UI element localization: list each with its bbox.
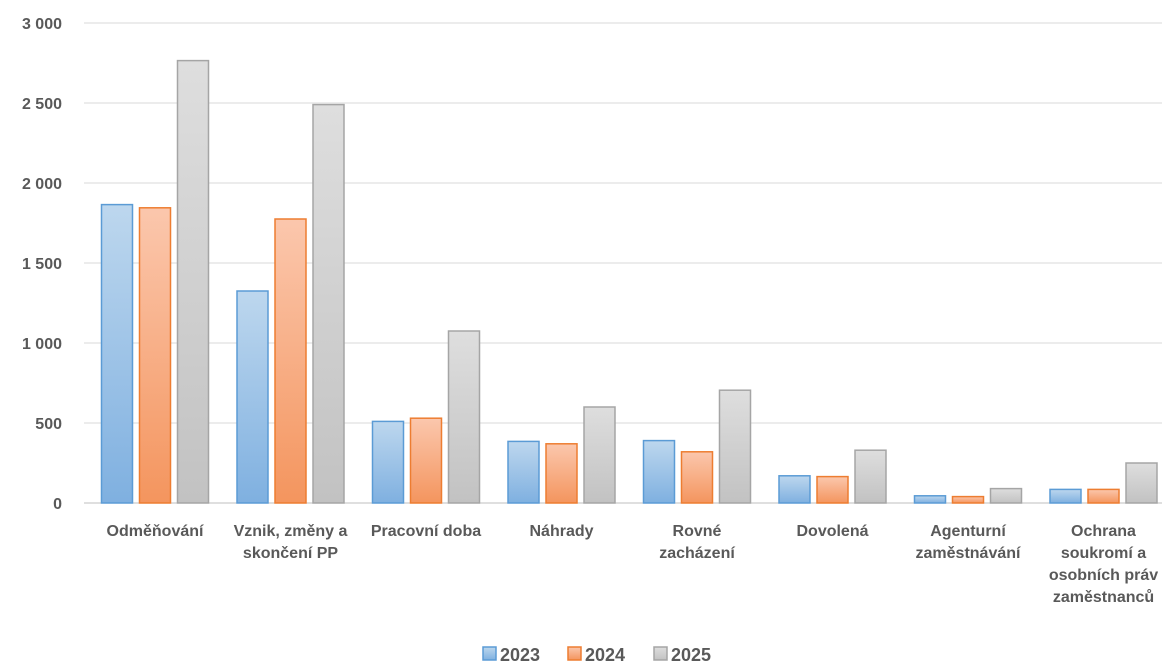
bar-2025 — [989, 487, 1023, 504]
bar-2023 — [778, 475, 811, 504]
bar-2024 — [816, 475, 849, 504]
y-axis-tick-labels: 0 500 1 000 1 500 2 000 2 500 3 000 — [22, 16, 62, 513]
bar-2024 — [274, 218, 307, 504]
bar-2025 — [176, 59, 210, 504]
y-tick-label: 1 000 — [22, 336, 62, 353]
bars — [100, 59, 1158, 504]
y-tick-label: 2 000 — [22, 176, 62, 193]
bar-2025 — [1125, 462, 1158, 504]
bar-2023 — [1049, 488, 1082, 504]
bar-2024 — [138, 207, 172, 504]
bar-2025 — [312, 103, 345, 504]
legend-label-2025: 2025 — [671, 645, 711, 665]
y-tick-label: 500 — [35, 416, 62, 433]
bar-2025 — [854, 449, 887, 504]
x-axis-category-labels: Odměňování Vznik, změny a skončení PP Praco… — [107, 523, 1159, 606]
bar-2024 — [1087, 488, 1120, 504]
x-category-label: Pracovní doba — [371, 523, 481, 540]
y-tick-label: 2 500 — [22, 96, 62, 113]
bar-2023 — [100, 203, 134, 504]
x-category-label: Odměňování — [107, 523, 204, 540]
bar-2025 — [447, 330, 481, 504]
bar-2023 — [913, 495, 947, 504]
bar-2023 — [642, 439, 676, 504]
bar-2024 — [951, 495, 985, 504]
bar-2024 — [680, 451, 714, 504]
bar-2024 — [409, 417, 443, 504]
bar-2024 — [545, 443, 578, 504]
legend-swatch-2023 — [482, 646, 497, 661]
legend-swatch-2025 — [653, 646, 668, 661]
legend: 2023 2024 2025 — [482, 645, 711, 665]
y-tick-label: 0 — [53, 496, 62, 513]
legend-label-2024: 2024 — [585, 645, 625, 665]
bar-2023 — [507, 440, 540, 504]
bar-2025 — [718, 389, 752, 504]
y-tick-label: 1 500 — [22, 256, 62, 273]
x-category-label: Vznik, změny a skončení PP — [234, 523, 348, 562]
x-category-label: Rovné zacházení — [659, 523, 735, 562]
bar-2023 — [236, 290, 269, 504]
x-category-label: Dovolená — [796, 523, 868, 540]
bar-2025 — [583, 406, 616, 504]
x-category-label: Ochrana soukromí a osobních práv zaměstnanc… — [1049, 523, 1158, 606]
legend-swatch-2024 — [567, 646, 582, 661]
x-category-label: Náhrady — [529, 523, 593, 540]
legend-label-2023: 2023 — [500, 645, 540, 665]
x-category-label: Agenturní zaměstnávání — [916, 523, 1021, 562]
bar-2023 — [371, 420, 405, 504]
y-tick-label: 3 000 — [22, 16, 62, 33]
